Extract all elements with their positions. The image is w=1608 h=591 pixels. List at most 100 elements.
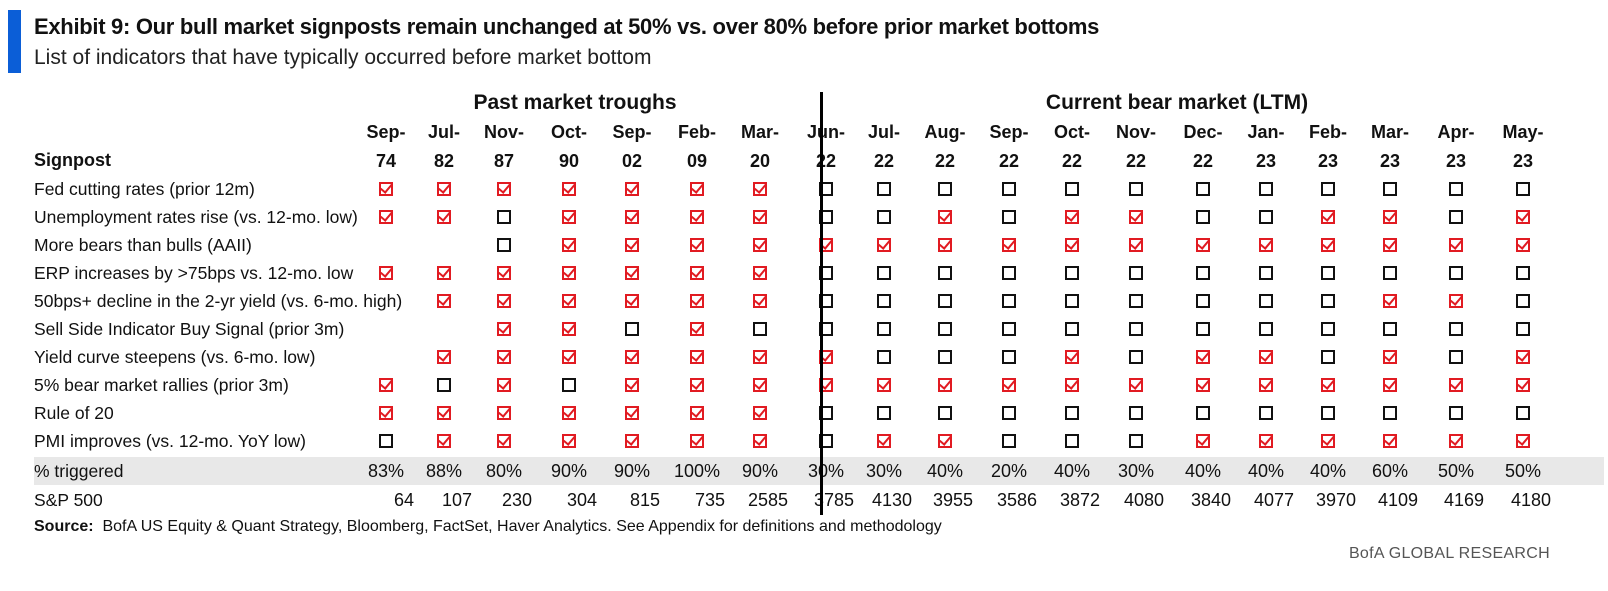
checkmark-icon: [562, 210, 576, 224]
checkbox-outline-icon: [1002, 350, 1016, 364]
column-header-month: Jan-: [1247, 122, 1285, 142]
checkbox-outline-icon: [1065, 406, 1079, 420]
checkmark-icon: [753, 182, 767, 196]
checkbox-outline-icon: [1516, 266, 1530, 280]
checkbox-outline-icon: [1259, 210, 1273, 224]
checked-box-icon: [1516, 350, 1530, 364]
checkbox-outline-icon: [1516, 322, 1530, 336]
checked-box-icon: [1449, 238, 1463, 252]
empty-box-icon: [1065, 294, 1079, 308]
empty-box-icon: [1259, 266, 1273, 280]
empty-box-icon: [1196, 406, 1210, 420]
checked-box-icon: [938, 434, 952, 448]
empty-box-icon: [1002, 266, 1016, 280]
empty-box-icon: [379, 434, 393, 448]
checkmark-icon: [437, 350, 451, 364]
checkbox-outline-icon: [1449, 210, 1463, 224]
column-header-year: 02: [621, 151, 643, 171]
column-header-year: 22: [934, 151, 956, 171]
checkbox-outline-icon: [1129, 434, 1143, 448]
checked-box-icon: [753, 238, 767, 252]
checkbox-outline-icon: [1129, 294, 1143, 308]
column-header-month: Sep-: [366, 122, 406, 142]
column-header-year: 09: [686, 151, 708, 171]
checked-box-icon: [1383, 294, 1397, 308]
checkbox-outline-icon: [1449, 406, 1463, 420]
checked-box-icon: [437, 434, 451, 448]
checkbox-outline-icon: [1002, 434, 1016, 448]
checkmark-icon: [497, 434, 511, 448]
column-header-year: 22: [815, 151, 837, 171]
checkmark-icon: [1449, 238, 1463, 252]
checkbox-outline-icon: [1449, 266, 1463, 280]
checkbox-outline-icon: [1449, 350, 1463, 364]
empty-box-icon: [1321, 350, 1335, 364]
checkmark-icon: [1383, 350, 1397, 364]
checked-box-icon: [753, 406, 767, 420]
checkmark-icon: [877, 434, 891, 448]
checkmark-icon: [1065, 210, 1079, 224]
checked-box-icon: [562, 182, 576, 196]
checkmark-icon: [690, 238, 704, 252]
source-text: BofA US Equity & Quant Strategy, Bloombe…: [102, 518, 942, 535]
column-header-year: 22: [1061, 151, 1083, 171]
column-header-year: 87: [493, 151, 515, 171]
empty-box-icon: [1129, 182, 1143, 196]
column-header-year: 22: [873, 151, 895, 171]
checked-box-icon: [1129, 210, 1143, 224]
checkmark-icon: [1516, 238, 1530, 252]
checkmark-icon: [1196, 238, 1210, 252]
checkmark-icon: [753, 266, 767, 280]
checkbox-outline-icon: [1002, 294, 1016, 308]
checkmark-icon: [497, 378, 511, 392]
empty-box-icon: [1002, 322, 1016, 336]
checked-box-icon: [690, 182, 704, 196]
checkbox-outline-icon: [1129, 406, 1143, 420]
checked-box-icon: [690, 294, 704, 308]
checkmark-icon: [753, 406, 767, 420]
checked-box-icon: [625, 406, 639, 420]
column-header-month: Feb-: [1309, 122, 1347, 142]
checkmark-icon: [1196, 434, 1210, 448]
checkbox-outline-icon: [1383, 266, 1397, 280]
checked-box-icon: [753, 378, 767, 392]
checkbox-outline-icon: [497, 238, 511, 252]
brand-label: BofA GLOBAL RESEARCH: [1348, 545, 1550, 562]
checkmark-icon: [690, 378, 704, 392]
triggered-value: 90%: [550, 461, 588, 481]
checkmark-icon: [1321, 238, 1335, 252]
checked-box-icon: [625, 266, 639, 280]
sp500-value: 230: [501, 490, 532, 510]
empty-box-icon: [1129, 350, 1143, 364]
checkmark-icon: [1383, 378, 1397, 392]
checked-box-icon: [753, 210, 767, 224]
checkbox-outline-icon: [1321, 322, 1335, 336]
column-header-month: May-: [1502, 122, 1544, 142]
checkmark-icon: [1002, 378, 1016, 392]
column-header-year: 20: [749, 151, 771, 171]
empty-box-icon: [938, 322, 952, 336]
empty-box-icon: [1259, 406, 1273, 420]
checked-box-icon: [1383, 210, 1397, 224]
checkbox-outline-icon: [938, 182, 952, 196]
triggered-value: 90%: [613, 461, 651, 481]
checkmark-icon: [1516, 378, 1530, 392]
sp500-value: 304: [566, 490, 597, 510]
checkmark-icon: [1449, 434, 1463, 448]
empty-box-icon: [1321, 294, 1335, 308]
triggered-value: 30%: [1117, 461, 1155, 481]
checkbox-outline-icon: [1065, 266, 1079, 280]
checkmark-icon: [1383, 210, 1397, 224]
empty-box-icon: [877, 182, 891, 196]
checkbox-outline-icon: [938, 322, 952, 336]
empty-box-icon: [1449, 210, 1463, 224]
checked-box-icon: [625, 182, 639, 196]
checkmark-icon: [877, 378, 891, 392]
column-header-month: Oct-: [1054, 122, 1090, 142]
empty-box-icon: [1449, 182, 1463, 196]
column-header-month: Sep-: [612, 122, 652, 142]
checkbox-outline-icon: [1449, 322, 1463, 336]
checkbox-outline-icon: [1321, 406, 1335, 420]
column-header-year: 22: [998, 151, 1020, 171]
checked-box-icon: [1449, 378, 1463, 392]
